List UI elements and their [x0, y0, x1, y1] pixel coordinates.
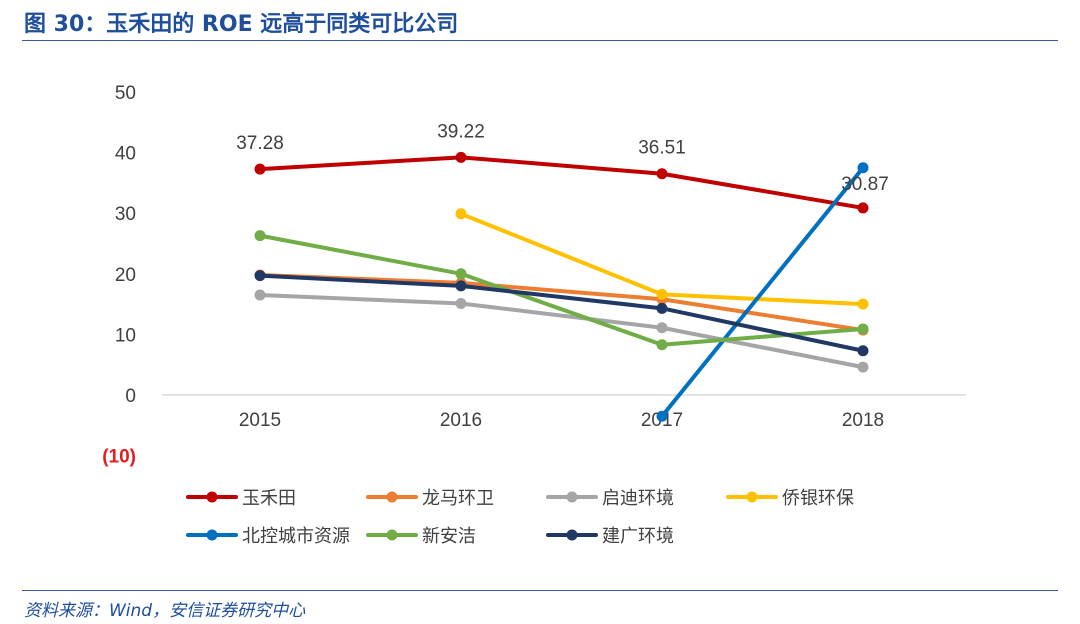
legend-swatch-marker [566, 491, 578, 503]
data-label: 37.28 [236, 133, 284, 154]
data-point [254, 289, 266, 301]
legend-item: 侨银环保 [726, 488, 854, 508]
y-tick-label: 40 [115, 144, 136, 165]
series-lines [254, 151, 869, 422]
series-line [258, 273, 865, 353]
data-point [656, 288, 668, 300]
top-divider [22, 40, 1058, 41]
data-point [254, 270, 266, 282]
data-point [455, 268, 467, 280]
y-tick-label: 30 [115, 204, 136, 225]
data-label: 36.51 [638, 138, 686, 159]
data-point [455, 208, 467, 220]
series-6 [254, 230, 869, 351]
legend-swatch-marker [206, 491, 218, 503]
legend-swatch-marker [386, 529, 398, 541]
y-tick-label: 50 [115, 83, 136, 104]
legend-item: 玉禾田 [186, 488, 296, 508]
y-axis-ticks: 50 40 30 20 10 0 (10) [102, 83, 136, 468]
legend-label: 北控城市资源 [242, 526, 350, 546]
y-tick-label: (10) [102, 447, 136, 468]
legend-label: 启迪环境 [602, 488, 674, 508]
legend-swatch-marker [386, 491, 398, 503]
data-point [656, 410, 668, 422]
y-tick-label: 0 [125, 386, 136, 407]
data-label: 39.22 [437, 121, 485, 142]
data-point [857, 298, 869, 310]
legend-swatch-marker [206, 529, 218, 541]
series-line [258, 293, 865, 370]
legend-swatch-marker [566, 529, 578, 541]
data-label: 30.87 [841, 174, 889, 195]
series-3 [254, 289, 869, 373]
data-point [656, 322, 668, 334]
y-tick-label: 20 [115, 265, 136, 286]
data-point [254, 230, 266, 242]
series-line [258, 155, 865, 210]
legend-label: 龙马环卫 [422, 488, 494, 508]
x-axis-ticks: 2015201620172018 [239, 410, 884, 431]
legend-item: 建广环境 [546, 526, 674, 546]
series-line [660, 165, 865, 419]
x-tick-label: 2015 [239, 410, 281, 431]
data-point [455, 151, 467, 163]
legend-item: 龙马环卫 [366, 488, 494, 508]
legend-label: 新安洁 [422, 526, 476, 546]
source-note: 资料来源：Wind，安信证券研究中心 [24, 601, 306, 621]
data-point [857, 345, 869, 357]
series-5 [656, 162, 869, 422]
legend-label: 玉禾田 [242, 488, 296, 508]
figure-title: 图 30：玉禾田的 ROE 远高于同类可比公司 [24, 12, 459, 37]
y-tick-label: 10 [115, 325, 136, 346]
x-tick-label: 2016 [440, 410, 482, 431]
legend-label: 侨银环保 [782, 488, 854, 508]
series-line [258, 273, 865, 333]
data-point [254, 163, 266, 175]
series-4 [455, 208, 869, 310]
legend-item: 新安洁 [366, 526, 476, 546]
data-point [857, 162, 869, 174]
data-point [455, 280, 467, 292]
series-1 [254, 151, 869, 214]
series-line [258, 233, 865, 347]
data-point [656, 302, 668, 314]
data-point [656, 168, 668, 180]
series-7 [254, 270, 869, 357]
data-point [455, 297, 467, 309]
data-point [857, 202, 869, 214]
bottom-divider [22, 590, 1058, 591]
data-point [857, 361, 869, 373]
data-point [857, 323, 869, 335]
data-point [656, 339, 668, 351]
legend-item: 启迪环境 [546, 488, 674, 508]
legend-swatch-marker [746, 491, 758, 503]
legend-label: 建广环境 [602, 526, 674, 546]
x-tick-label: 2018 [842, 410, 884, 431]
legend-item: 北控城市资源 [186, 526, 350, 546]
data-labels: 37.28 39.22 36.51 30.87 [236, 121, 889, 195]
